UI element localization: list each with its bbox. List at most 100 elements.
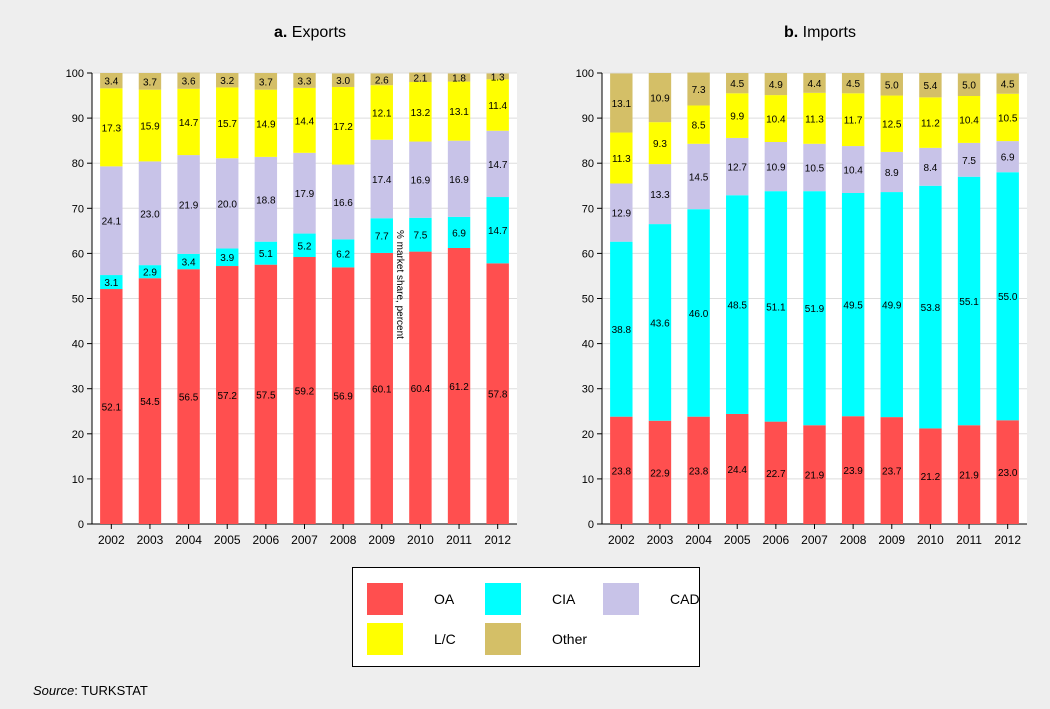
exports-bar-other-2005	[216, 73, 239, 88]
imports-x-tick-label: 2011	[956, 533, 982, 547]
imports-bar-lc-2005	[726, 93, 749, 138]
exports-data-label-oa-2007: 59.2	[295, 387, 315, 398]
exports-data-label-lc-2007: 14.4	[295, 116, 315, 127]
exports-bar-cad-2008	[331, 164, 355, 240]
imports-bar-cia-2003	[648, 224, 672, 421]
imports-data-label-cia-2011: 55.1	[959, 297, 979, 308]
imports-data-label-other-2010: 5.4	[923, 81, 937, 92]
imports-data-label-cia-2009: 49.9	[882, 301, 902, 312]
exports-bar-cia-2007	[293, 233, 316, 258]
exports-data-label-cia-2008: 6.2	[336, 249, 350, 260]
exports-data-label-other-2011: 1.8	[452, 74, 466, 85]
imports-x-tick-label: 2005	[724, 533, 751, 547]
exports-panel-letter: a.	[273, 24, 288, 41]
imports-bar-oa-2005	[726, 413, 749, 524]
imports-x-tick-label: 2004	[685, 533, 712, 547]
legend-label-cia: CIA	[552, 591, 576, 607]
imports-bar-cia-2005	[726, 195, 749, 414]
imports-bar-lc-2010	[919, 97, 942, 148]
exports-bar-oa-2002	[100, 289, 123, 524]
exports-panel-title: a. Exports	[90, 24, 530, 42]
exports-data-label-oa-2005: 57.2	[217, 391, 237, 402]
exports-data-label-cia-2002: 3.1	[104, 278, 118, 289]
exports-bar-cia-2009	[370, 218, 393, 253]
imports-data-label-lc-2011: 10.4	[959, 115, 979, 126]
imports-data-label-oa-2009: 23.7	[882, 467, 902, 478]
imports-y-tick-label: 80	[582, 158, 594, 170]
imports-data-label-other-2012: 4.5	[1001, 80, 1015, 91]
exports-y-tick-label: 30	[72, 384, 84, 396]
exports-bar-cia-2002	[100, 275, 123, 290]
exports-x-tick-label: 2009	[368, 533, 395, 547]
imports-data-label-cad-2005: 12.7	[727, 163, 747, 174]
imports-y-tick-label: 0	[588, 519, 594, 531]
exports-x-tick-label: 2004	[175, 533, 202, 547]
imports-data-label-cia-2006: 51.1	[766, 302, 786, 313]
exports-data-label-cia-2006: 5.1	[259, 249, 273, 260]
exports-bar-cad-2007	[293, 152, 316, 234]
exports-data-label-lc-2011: 13.1	[449, 107, 469, 118]
imports-bar-cia-2010	[919, 185, 942, 429]
exports-bar-oa-2008	[331, 267, 355, 524]
imports-bar-oa-2008	[841, 416, 865, 524]
legend-item-oa: OA	[367, 583, 454, 615]
imports-bar-oa-2006	[764, 421, 788, 524]
exports-x-tick-label: 2006	[253, 533, 280, 547]
exports-bar-lc-2012	[486, 79, 509, 131]
exports-data-label-cia-2009: 7.7	[375, 232, 389, 243]
legend-label-lc: L/C	[434, 631, 456, 647]
imports-data-label-oa-2005: 24.4	[727, 465, 747, 476]
exports-data-label-other-2012: 1.3	[491, 72, 505, 83]
legend-swatch-lc	[367, 623, 403, 655]
imports-y-tick-label: 70	[582, 203, 594, 215]
exports-bar-cia-2004	[177, 253, 200, 270]
exports-data-label-cad-2009: 17.4	[372, 175, 392, 186]
exports-data-label-cia-2003: 2.9	[143, 268, 157, 279]
legend-item-cia: CIA	[485, 583, 575, 615]
imports-data-label-cad-2011: 7.5	[962, 156, 976, 167]
exports-data-label-cia-2004: 3.4	[182, 258, 196, 269]
exports-data-label-other-2004: 3.6	[182, 77, 196, 88]
source-note: Source: TURKSTAT	[33, 683, 148, 698]
imports-x-tick-label: 2002	[608, 533, 635, 547]
exports-data-label-lc-2004: 14.7	[179, 118, 199, 129]
exports-bar-oa-2004	[177, 269, 200, 524]
imports-bar-cad-2003	[648, 164, 672, 225]
imports-data-label-cia-2005: 48.5	[727, 301, 747, 312]
exports-data-label-oa-2010: 60.4	[411, 384, 431, 395]
exports-bar-lc-2010	[409, 82, 432, 142]
exports-bar-lc-2007	[293, 87, 316, 153]
source-prefix: Source	[33, 683, 75, 698]
exports-data-label-oa-2011: 61.2	[449, 382, 469, 393]
exports-data-label-cad-2003: 23.0	[140, 209, 160, 220]
exports-x-tick-label: 2010	[407, 533, 434, 547]
exports-data-label-cad-2010: 16.9	[411, 176, 431, 187]
exports-bar-lc-2011	[447, 81, 471, 141]
exports-bar-other-2012	[486, 73, 509, 80]
exports-x-tick-label: 2007	[291, 533, 318, 547]
exports-bar-other-2007	[293, 73, 316, 88]
exports-bar-cad-2004	[177, 155, 200, 254]
imports-data-label-lc-2007: 11.3	[805, 114, 824, 125]
exports-data-label-lc-2009: 12.1	[372, 108, 392, 119]
imports-bar-cia-2008	[841, 192, 865, 417]
imports-y-tick-label: 20	[582, 429, 594, 441]
exports-bar-cad-2002	[100, 166, 123, 276]
imports-data-label-oa-2006: 22.7	[766, 469, 786, 480]
exports-bar-lc-2008	[331, 86, 355, 165]
imports-data-label-cia-2007: 51.9	[805, 304, 825, 315]
imports-bar-other-2012	[996, 73, 1019, 94]
imports-bar-other-2003	[648, 73, 672, 123]
imports-panel-letter: b.	[783, 24, 799, 41]
imports-data-label-other-2003: 10.9	[650, 94, 670, 105]
legend-item-cad: CAD	[603, 583, 700, 615]
exports-x-tick-label: 2012	[484, 533, 511, 547]
imports-bar-other-2010	[919, 73, 942, 98]
imports-data-label-oa-2007: 21.9	[805, 471, 825, 482]
exports-bar-cad-2005	[216, 158, 239, 249]
exports-data-label-cia-2012: 14.7	[488, 226, 508, 237]
imports-x-tick-label: 2007	[801, 533, 828, 547]
imports-bar-cad-2008	[841, 146, 865, 193]
imports-bar-oa-2003	[648, 420, 672, 524]
